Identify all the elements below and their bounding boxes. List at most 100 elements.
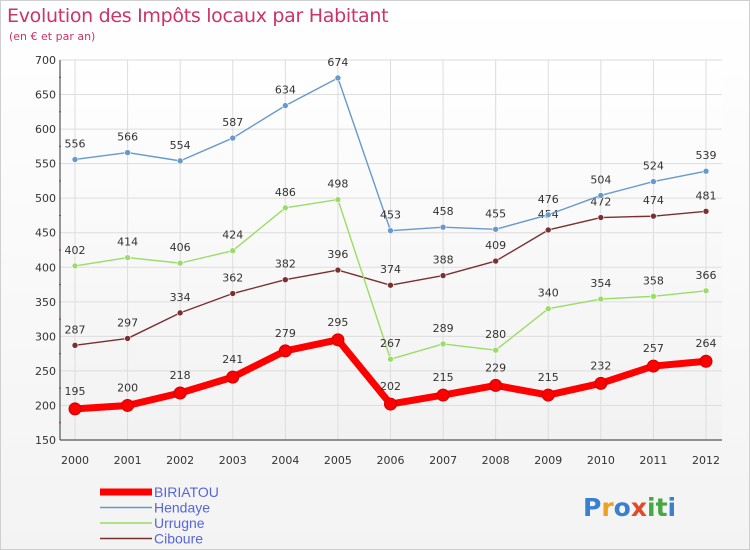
data-point: [702, 287, 710, 295]
data-label: 218: [170, 369, 191, 382]
data-label: 524: [643, 160, 664, 173]
chart-subtitle: (en € et par an): [9, 30, 96, 43]
data-label: 481: [696, 189, 717, 202]
data-point: [226, 370, 240, 384]
legend-label-urrugne: Urrugne: [154, 515, 205, 531]
data-label: 556: [65, 137, 86, 150]
data-label: 358: [643, 274, 664, 287]
logo-letter: i: [668, 493, 677, 522]
y-tick-label: 650: [35, 89, 56, 102]
data-point: [334, 74, 342, 82]
data-point: [650, 212, 657, 220]
data-label: 354: [590, 277, 611, 290]
data-label: 195: [65, 385, 86, 398]
data-label: 334: [170, 291, 191, 304]
data-point: [387, 281, 394, 289]
data-label: 382: [275, 258, 296, 271]
data-point: [646, 359, 660, 373]
data-point: [334, 196, 342, 203]
data-point: [439, 340, 447, 348]
x-tick-label: 2006: [377, 454, 405, 467]
data-label: 280: [485, 328, 506, 341]
data-label: 554: [170, 139, 191, 152]
data-point: [282, 204, 289, 212]
data-point: [71, 262, 79, 270]
y-tick-label: 550: [35, 158, 56, 171]
data-label: 455: [485, 207, 506, 220]
data-point: [544, 226, 552, 234]
y-tick-label: 400: [35, 261, 56, 274]
y-tick-label: 450: [35, 227, 56, 240]
data-label: 504: [590, 173, 611, 186]
data-label: 215: [433, 371, 454, 384]
data-label: 241: [222, 353, 243, 366]
y-tick-label: 200: [35, 399, 56, 412]
x-tick-label: 2009: [534, 454, 562, 467]
data-label: 402: [65, 244, 86, 257]
logo-letter: o: [614, 493, 631, 522]
data-point: [650, 178, 657, 185]
data-point: [439, 272, 447, 279]
data-label: 474: [643, 194, 664, 207]
data-label: 414: [117, 236, 138, 249]
data-point: [68, 402, 82, 416]
x-tick-label: 2008: [482, 454, 510, 467]
data-point: [124, 149, 131, 156]
data-point: [702, 208, 710, 215]
data-label: 215: [538, 371, 559, 384]
data-label: 409: [485, 239, 506, 252]
data-label: 257: [643, 342, 664, 355]
data-label: 374: [380, 263, 401, 276]
x-tick-label: 2002: [166, 454, 194, 467]
data-point: [436, 388, 450, 402]
y-tick-label: 700: [35, 54, 56, 67]
series-urrugne: 402 414 406 424 486 498 267 289 280 340 354 358 366: [65, 178, 717, 363]
y-tick-label: 500: [35, 192, 56, 205]
data-point: [594, 376, 608, 390]
data-label: 264: [696, 337, 717, 350]
data-label: 396: [327, 248, 348, 261]
data-point: [387, 227, 394, 234]
data-point: [384, 397, 397, 411]
data-point: [492, 346, 499, 354]
data-point: [650, 292, 657, 300]
data-point: [71, 156, 79, 163]
data-point: [492, 257, 499, 265]
data-label: 406: [170, 241, 191, 254]
legend-label-ciboure: Ciboure: [154, 531, 203, 547]
data-point: [229, 247, 237, 254]
data-label: 202: [380, 380, 401, 393]
data-label: 267: [380, 337, 401, 350]
logo-letter: i: [647, 493, 656, 522]
y-tick-label: 300: [35, 330, 56, 343]
x-tick-label: 2005: [324, 454, 352, 467]
data-label: 340: [538, 287, 559, 300]
data-point: [387, 355, 394, 363]
data-point: [597, 214, 605, 221]
data-label: 453: [380, 209, 401, 222]
x-tick-label: 2003: [219, 454, 247, 467]
data-label: 366: [696, 269, 717, 282]
data-point: [597, 295, 605, 303]
data-label: 287: [65, 323, 86, 336]
data-label: 498: [327, 178, 348, 191]
data-label: 200: [117, 381, 138, 394]
y-tick-label: 250: [35, 365, 56, 378]
data-point: [71, 342, 79, 349]
data-point: [492, 225, 499, 233]
data-label: 388: [433, 254, 454, 267]
data-point: [229, 290, 237, 297]
data-point: [124, 335, 131, 342]
data-point: [597, 192, 605, 199]
y-tick-label: 150: [35, 434, 56, 447]
data-point: [702, 167, 710, 175]
data-point: [541, 388, 555, 402]
x-tick-label: 2011: [639, 454, 667, 467]
x-tick-label: 2010: [587, 454, 615, 467]
data-point: [229, 134, 237, 142]
legend-label-biriatou: BIRIATOU: [154, 484, 219, 500]
data-label: 587: [222, 116, 243, 129]
data-point: [282, 276, 289, 284]
data-point: [173, 386, 187, 400]
